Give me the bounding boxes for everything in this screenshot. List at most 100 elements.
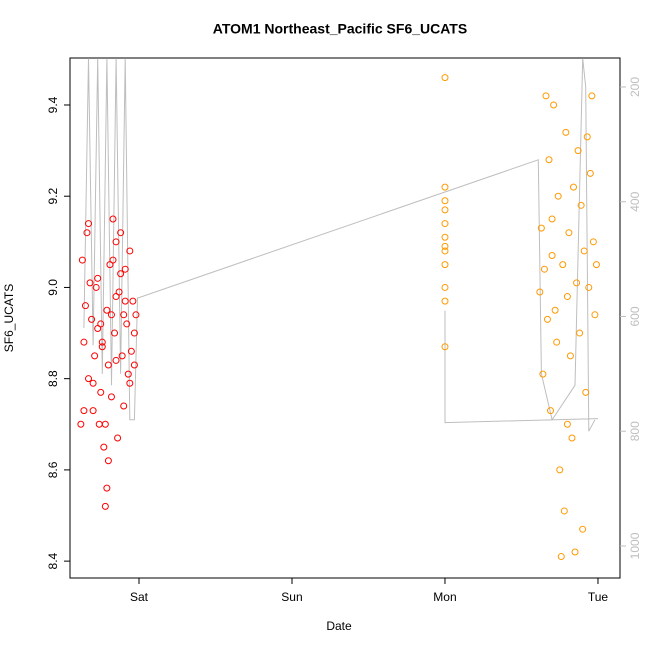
point — [540, 265, 548, 273]
point — [550, 101, 558, 109]
point — [583, 133, 591, 141]
point — [441, 183, 449, 191]
point — [565, 229, 573, 237]
x-tick-label: Sun — [281, 590, 302, 604]
point — [591, 311, 599, 319]
point — [121, 265, 129, 273]
point — [553, 338, 561, 346]
point — [104, 457, 112, 465]
point — [566, 352, 574, 360]
point — [95, 420, 103, 428]
plot-frame — [69, 57, 621, 579]
point — [98, 338, 106, 346]
point — [98, 343, 106, 351]
point — [127, 347, 135, 355]
point — [83, 229, 91, 237]
point — [547, 407, 555, 415]
point — [536, 288, 544, 296]
point — [441, 233, 449, 241]
point — [112, 238, 120, 246]
point — [588, 92, 596, 100]
point — [97, 320, 105, 328]
point — [89, 379, 97, 387]
point — [130, 361, 138, 369]
point — [592, 261, 600, 269]
y2-tick-label: 800 — [628, 421, 642, 441]
x-axis-label: Date — [326, 619, 352, 633]
point — [441, 297, 449, 305]
point — [557, 553, 565, 561]
point — [582, 388, 590, 396]
point — [589, 238, 597, 246]
point — [80, 407, 88, 415]
point — [129, 297, 137, 305]
y-tick-label: 9.2 — [46, 188, 60, 205]
point — [85, 220, 93, 228]
y-tick-label: 8.4 — [46, 552, 60, 569]
point — [441, 220, 449, 228]
point — [120, 402, 128, 410]
point — [441, 261, 449, 269]
y2-tick-label: 600 — [628, 306, 642, 326]
x-tick-label: Mon — [433, 590, 456, 604]
point — [132, 311, 140, 319]
x-tick-label: Sat — [130, 590, 149, 604]
y-tick-label: 9.4 — [46, 96, 60, 113]
point — [559, 261, 567, 269]
point — [126, 247, 134, 255]
point — [117, 229, 125, 237]
point — [120, 311, 128, 319]
y2-tick-label: 200 — [628, 77, 642, 97]
pressure-line — [83, 58, 599, 432]
point — [580, 247, 588, 255]
point — [562, 128, 570, 136]
point — [100, 443, 108, 451]
point — [548, 215, 556, 223]
point — [94, 274, 102, 282]
point — [554, 192, 562, 200]
plot-area — [77, 58, 600, 561]
point — [97, 388, 105, 396]
point — [112, 356, 120, 364]
point — [560, 507, 568, 515]
point — [124, 370, 132, 378]
point — [114, 434, 122, 442]
point — [576, 329, 584, 337]
point — [579, 525, 587, 533]
point — [117, 270, 125, 278]
y-tick-label: 8.6 — [46, 461, 60, 478]
point — [569, 183, 577, 191]
point — [441, 197, 449, 205]
point — [441, 247, 449, 255]
point — [92, 283, 100, 291]
point — [545, 156, 553, 164]
point — [441, 74, 449, 82]
point — [548, 252, 556, 260]
y-axis-label: SF6_UCATS — [2, 284, 16, 352]
y2-tick-label: 400 — [628, 191, 642, 211]
y-tick-label: 8.8 — [46, 370, 60, 387]
y2-tick-label: 1000 — [628, 532, 642, 559]
point — [574, 147, 582, 155]
point — [104, 361, 112, 369]
point — [103, 484, 111, 492]
point — [126, 379, 134, 387]
point — [563, 420, 571, 428]
point — [89, 407, 97, 415]
point — [91, 352, 99, 360]
point — [563, 293, 571, 301]
point — [101, 420, 109, 428]
point — [537, 224, 545, 232]
point — [85, 375, 93, 383]
point — [551, 306, 559, 314]
point — [586, 169, 594, 177]
point — [441, 242, 449, 250]
point — [130, 329, 138, 337]
point — [556, 466, 564, 474]
point — [118, 352, 126, 360]
point — [539, 370, 547, 378]
point — [542, 92, 550, 100]
x-tick-label: Tue — [588, 590, 609, 604]
point — [109, 215, 117, 223]
